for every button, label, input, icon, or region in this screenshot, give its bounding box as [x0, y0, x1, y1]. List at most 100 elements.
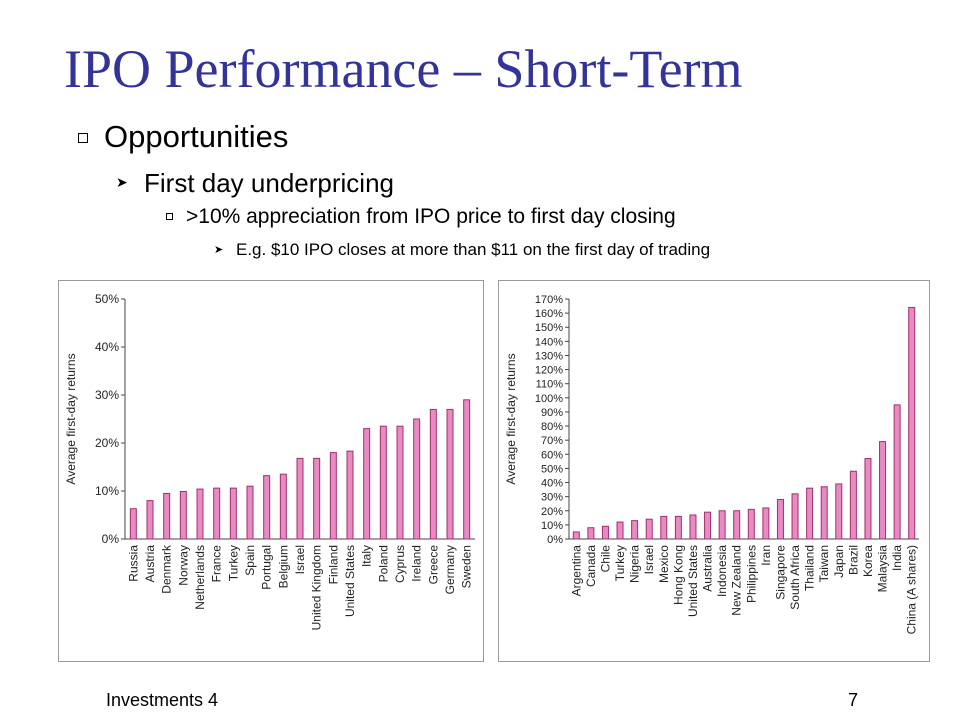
bar-singapore [776, 498, 784, 540]
bar-austria [146, 500, 154, 540]
x-tick-label: Portugal [260, 545, 274, 590]
bullet-first-day-underpricing: ➤ First day underpricing [116, 168, 394, 199]
bar-greece [429, 408, 437, 540]
bar-germany [446, 408, 454, 540]
arrow-bullet-icon: ➤ [214, 244, 224, 256]
bar-denmark [163, 492, 171, 540]
x-tick-label: Austria [143, 545, 157, 583]
bar-philippines [747, 508, 755, 540]
x-tick-label: Turkey [613, 545, 627, 581]
bar-turkey [229, 487, 237, 540]
bar-portugal [263, 475, 271, 540]
chart-right-svg: 0% 10% 20% 30% 40% 50% 60% 70% 80% 90% 100% 110% 120… [504, 294, 919, 634]
y-tick-label: 80% [541, 421, 563, 433]
x-tick-label: China (A shares) [905, 545, 919, 634]
bar-argentina [572, 531, 580, 540]
bar-israel [296, 457, 304, 540]
bar-nigeria [631, 520, 639, 540]
bar-poland [379, 425, 387, 540]
bar-italy [363, 428, 371, 540]
y-tick-label: 120% [535, 365, 563, 377]
bullet-appreciation: >10% appreciation from IPO price to firs… [166, 205, 676, 229]
x-tick-label: Cyprus [393, 545, 407, 583]
x-tick-label: Italy [360, 545, 374, 567]
x-tick-label: Nigeria [628, 545, 642, 583]
x-tick-label: Israel [642, 545, 656, 574]
y-tick-label: 50% [95, 292, 119, 306]
bar-mexico [660, 515, 668, 540]
y-tick-label: 10% [541, 520, 563, 532]
x-tick-label: Norway [176, 545, 190, 586]
chart-world-first-day-returns: 0% 10% 20% 30% 40% 50% 60% 70% 80% 90% 100% 110% 120… [498, 280, 930, 662]
y-tick-label: 40% [95, 340, 119, 354]
x-tick-label: New Zealand [730, 545, 744, 616]
y-tick-label: 30% [541, 492, 563, 504]
bar-turkey [616, 521, 624, 540]
y-tick-label: 160% [535, 308, 563, 320]
x-tick-label: United States [686, 545, 700, 617]
bar-korea [864, 458, 872, 540]
x-tick-label: Malaysia [876, 545, 890, 593]
bar-cyprus [396, 425, 404, 540]
slide-title: IPO Performance – Short-Term [64, 39, 743, 99]
x-tick-label: Korea [861, 545, 875, 577]
page-number: 7 [848, 690, 859, 710]
x-tick-label: Denmark [160, 544, 174, 594]
bar-south-africa [791, 493, 799, 540]
y-tick-label: 0% [547, 534, 563, 546]
arrow-bullet-icon: ➤ [116, 174, 128, 190]
x-tick-label: Russia [126, 545, 140, 582]
y-tick-label: 20% [95, 436, 119, 450]
y-tick-label: 100% [535, 393, 563, 405]
x-tick-label: Mexico [657, 545, 671, 583]
bar-india [893, 404, 901, 540]
y-tick-label: 40% [541, 478, 563, 490]
x-tick-label: Sweden [460, 545, 474, 588]
bar-indonesia [718, 510, 726, 540]
bar-netherlands [196, 488, 204, 540]
bar-norway [179, 490, 187, 540]
bar-france [213, 487, 221, 540]
y-tick-label: 150% [535, 322, 563, 334]
bar-united-states [346, 450, 354, 540]
x-tick-label: Israel [293, 545, 307, 574]
bullet-text: First day underpricing [144, 168, 394, 198]
x-tick-label: Hong Kong [671, 545, 685, 605]
x-tick-label: Iran [759, 545, 773, 566]
y-tick-label: 130% [535, 350, 563, 362]
x-tick-label: France [210, 545, 224, 583]
bar-belgium [279, 473, 287, 540]
bar-united-states [689, 514, 697, 540]
bar-united-kingdom [313, 457, 321, 540]
bar-finland [329, 452, 337, 540]
bar-new-zealand [733, 510, 741, 540]
bar-israel [645, 518, 653, 540]
chart-europe-first-day-returns: 0% 10% 20% 30% 40% 50% Average first-day retur… [58, 280, 484, 662]
bar-russia [129, 508, 137, 540]
bar-hong-kong [674, 515, 682, 540]
x-tick-label: South Africa [788, 545, 802, 610]
x-tick-label: Indonesia [715, 545, 729, 597]
bar-iran [762, 507, 770, 540]
y-tick-label: 30% [95, 388, 119, 402]
x-tick-label: Germany [443, 545, 457, 594]
y-tick-label: 140% [535, 336, 563, 348]
y-tick-label: 90% [541, 407, 563, 419]
bullet-opportunities: Opportunities [78, 119, 288, 155]
bar-brazil [849, 470, 857, 540]
x-tick-label: India [890, 545, 904, 571]
x-tick-label: Thailand [803, 545, 817, 591]
bar-canada [587, 527, 595, 540]
y-tick-label: 50% [541, 463, 563, 475]
x-tick-label: Argentina [569, 545, 583, 597]
square-bullet-icon [78, 133, 88, 143]
x-tick-label: Spain [243, 545, 257, 576]
bar-australia [704, 511, 712, 540]
square-bullet-icon [166, 213, 173, 220]
bar-japan [835, 483, 843, 540]
x-tick-label: Taiwan [817, 545, 831, 582]
bar-malaysia [879, 441, 887, 540]
x-tick-label: Singapore [773, 545, 787, 600]
footer-course-name: Investments 4 [106, 690, 219, 710]
x-tick-label: Greece [426, 545, 440, 585]
